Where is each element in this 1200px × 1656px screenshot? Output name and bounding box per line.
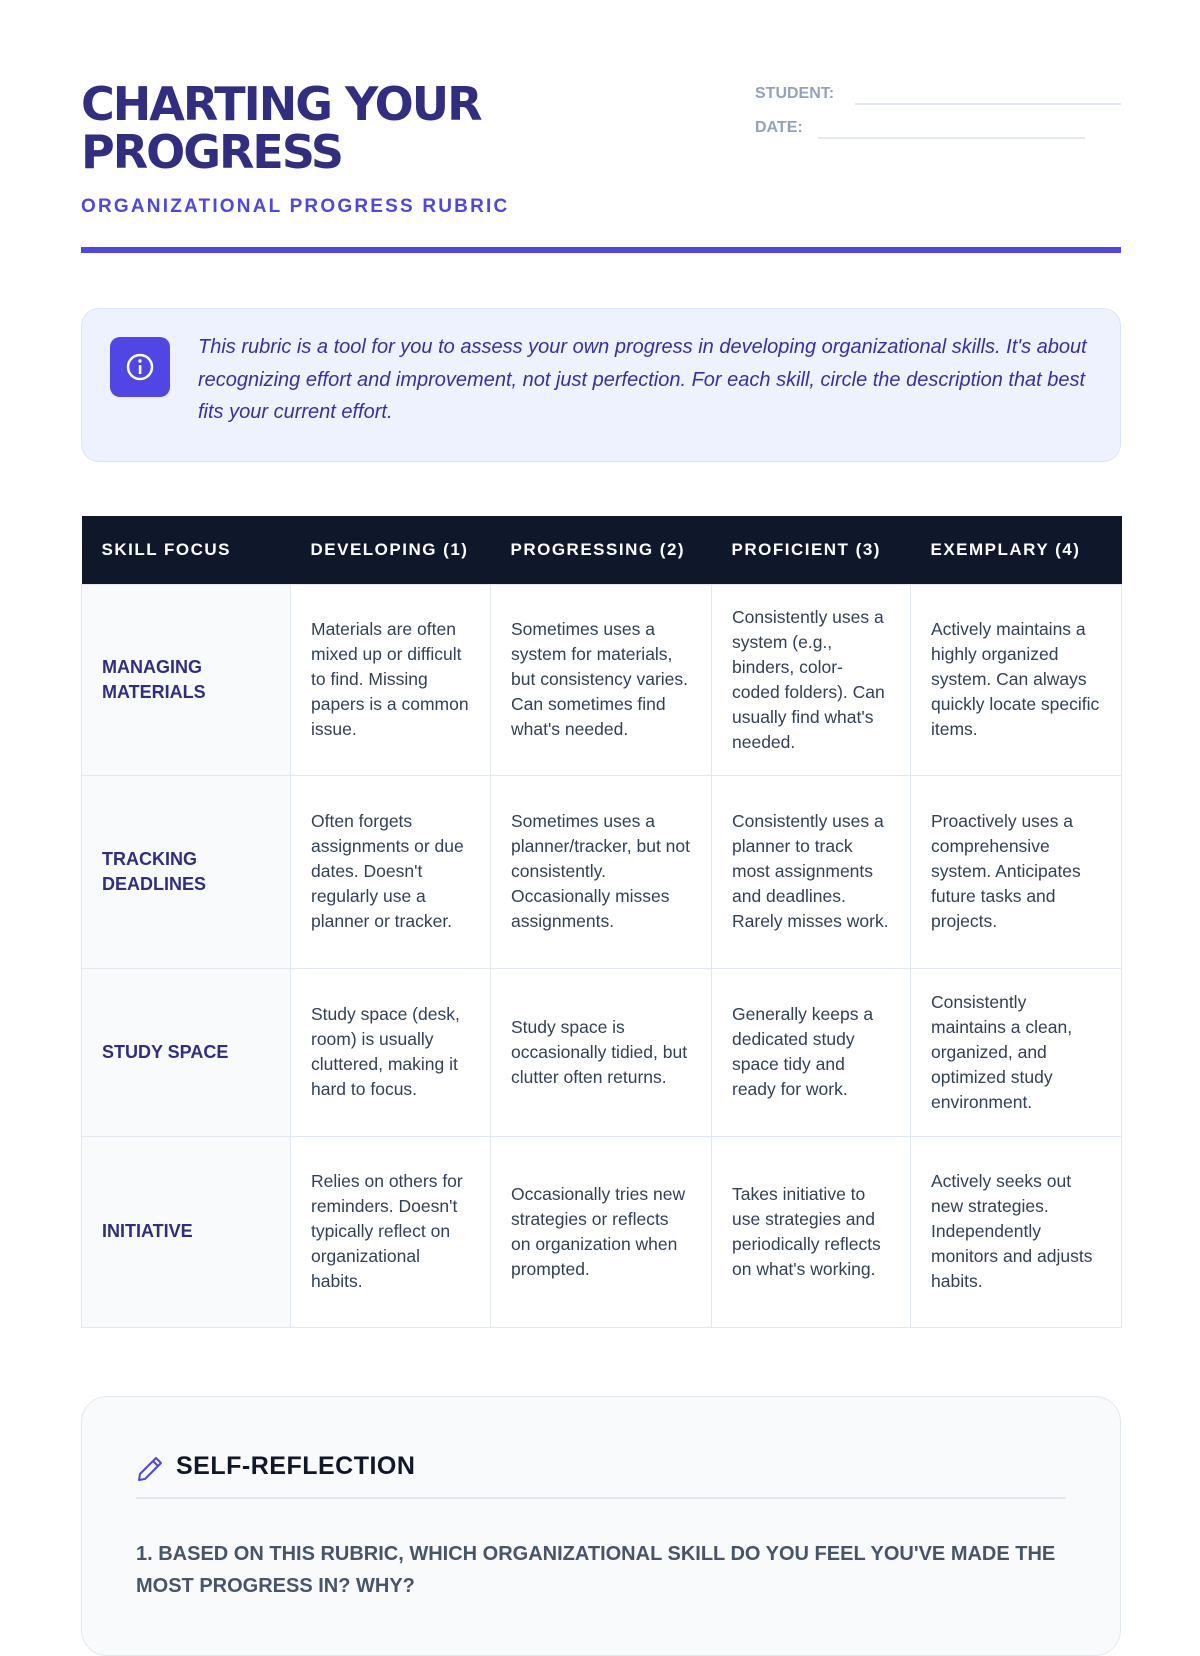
rubric-cell[interactable]: Consistently uses a planner to track mos… — [711, 774, 911, 969]
title-line-1: CHARTING YOUR — [81, 77, 483, 131]
column-header: EXEMPLARY (4) — [910, 516, 1122, 584]
table-row: TRACKING DEADLINES Often forgets assignme… — [81, 774, 1122, 969]
rubric-cell[interactable]: Actively seeks out new strategies. Indep… — [910, 1135, 1122, 1328]
header-divider — [81, 247, 1121, 253]
rubric-cell[interactable]: Sometimes uses a system for materials, b… — [490, 583, 712, 776]
skill-name: STUDY SPACE — [81, 967, 291, 1137]
info-callout: This rubric is a tool for you to assess … — [81, 308, 1121, 462]
rubric-cell[interactable]: Occasionally tries new strategies or ref… — [490, 1135, 712, 1328]
page-subtitle: ORGANIZATIONAL PROGRESS RUBRIC — [81, 196, 510, 217]
title-line-2: PROGRESS — [81, 125, 344, 179]
rubric-cell[interactable]: Relies on others for reminders. Doesn't … — [290, 1135, 491, 1328]
rubric-cell[interactable]: Consistently maintains a clean, organize… — [910, 967, 1122, 1137]
column-header: PROGRESSING (2) — [490, 516, 712, 584]
rubric-cell[interactable]: Generally keeps a dedicated study space … — [711, 967, 911, 1137]
info-text: This rubric is a tool for you to assess … — [198, 336, 1087, 423]
rubric-cell[interactable]: Takes initiative to use strategies and p… — [711, 1135, 911, 1328]
column-header: DEVELOPING (1) — [290, 516, 491, 584]
rubric-cell[interactable]: Study space (desk, room) is usually clut… — [290, 967, 491, 1137]
skill-name: TRACKING DEADLINES — [81, 774, 291, 969]
table-row: INITIATIVE Relies on others for reminders… — [81, 1135, 1122, 1328]
column-header: SKILL FOCUS — [81, 516, 291, 584]
skill-name: MANAGING MATERIALS — [81, 583, 291, 776]
rubric-cell[interactable]: Study space is occasionally tidied, but … — [490, 967, 712, 1137]
table-header-row: SKILL FOCUS DEVELOPING (1) PROGRESSING (2)… — [81, 516, 1122, 584]
rubric-cell[interactable]: Actively maintains a highly organized sy… — [910, 583, 1122, 776]
rubric-cell[interactable]: Materials are often mixed up or difficul… — [290, 583, 491, 776]
student-field[interactable]: STUDENT: — [755, 85, 1121, 105]
self-reflection-section: SELF-REFLECTION 1. BASED ON THIS RUBRIC,… — [81, 1396, 1121, 1656]
reflection-title: SELF-REFLECTION — [176, 1452, 416, 1480]
rubric-cell[interactable]: Sometimes uses a planner/tracker, but no… — [490, 774, 712, 969]
page-title: CHARTING YOUR PROGRESS — [81, 77, 483, 179]
rubric-cell[interactable]: Consistently uses a system (e.g., binder… — [711, 583, 911, 776]
student-input-line[interactable] — [855, 103, 1121, 105]
date-input-line[interactable] — [818, 137, 1085, 139]
pencil-icon — [138, 1457, 162, 1481]
reflection-question-1: 1. BASED ON THIS RUBRIC, WHICH ORGANIZAT… — [136, 1543, 1056, 1597]
table-row: STUDY SPACE Study space (desk, room) is u… — [81, 967, 1122, 1137]
table-row: MANAGING MATERIALS Materials are often mi… — [81, 583, 1122, 776]
student-label: STUDENT: — [755, 85, 835, 102]
rubric-table: SKILL FOCUS DEVELOPING (1) PROGRESSING (2)… — [81, 516, 1122, 1328]
rubric-cell[interactable]: Often forgets assignments or due dates. … — [290, 774, 491, 969]
rubric-cell[interactable]: Proactively uses a comprehensive system.… — [910, 774, 1122, 969]
reflection-divider — [136, 1497, 1066, 1499]
skill-name: INITIATIVE — [81, 1135, 291, 1328]
column-header: PROFICIENT (3) — [711, 516, 911, 584]
date-field[interactable]: DATE: — [755, 119, 1085, 139]
date-label: DATE: — [755, 119, 803, 136]
info-icon — [110, 337, 170, 397]
